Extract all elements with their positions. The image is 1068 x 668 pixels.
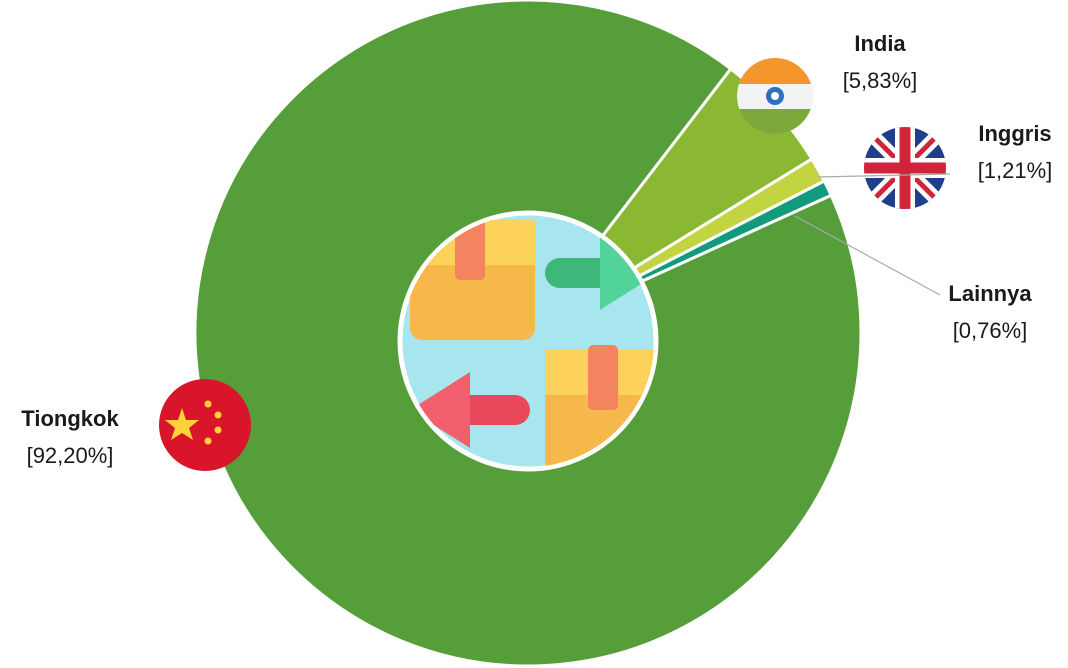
leader-line — [794, 215, 941, 296]
category-label: Inggris — [978, 121, 1051, 146]
flag-uk — [864, 127, 946, 209]
value-label: [92,20%] — [27, 443, 114, 468]
labels: India [5,83%] Inggris [1,21%] Lainnya [0,76%]… — [21, 31, 1052, 468]
value-label: [1,21%] — [978, 158, 1053, 183]
center-icon — [397, 210, 659, 472]
category-label: India — [854, 31, 906, 56]
value-label: [0,76%] — [953, 318, 1028, 343]
category-label: Tiongkok — [21, 406, 119, 431]
flag-china — [159, 379, 251, 471]
leader-line — [817, 173, 951, 178]
value-label: [5,83%] — [843, 68, 918, 93]
category-label: Lainnya — [948, 281, 1032, 306]
